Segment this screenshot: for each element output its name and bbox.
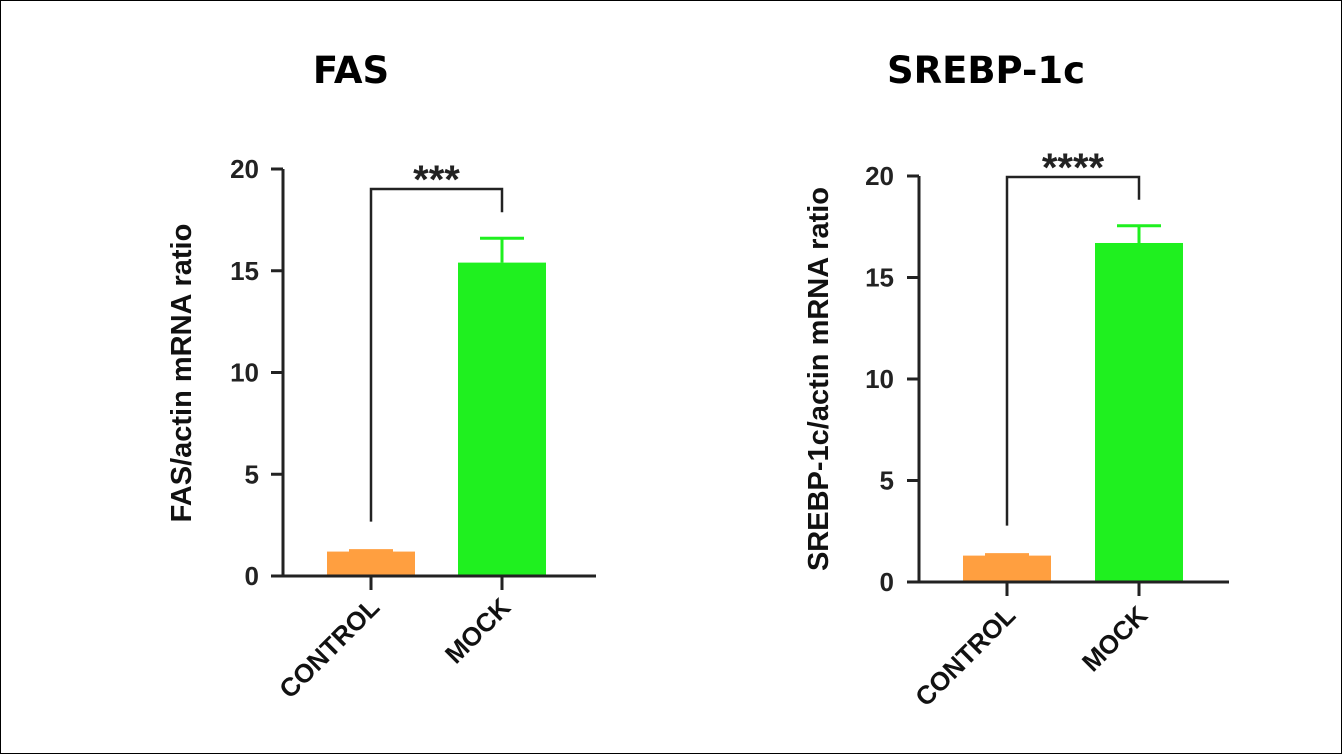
y-axis-label: SREBP-1c/actin mRNA ratio — [803, 187, 835, 571]
significance-stars: *** — [413, 158, 460, 202]
y-tick-label: 10 — [865, 364, 894, 394]
y-tick-label: 10 — [230, 358, 259, 388]
x-category-label: MOCK — [1076, 600, 1154, 678]
y-axis-label: FAS/actin mRNA ratio — [166, 224, 198, 523]
significance-stars: **** — [1042, 146, 1105, 190]
y-tick-label: 0 — [880, 567, 894, 597]
bar-mock — [1095, 242, 1183, 581]
y-tick-label: 0 — [245, 561, 259, 591]
chart-title: SREBP-1c — [887, 49, 1085, 92]
y-tick-label: 5 — [245, 459, 259, 489]
y-tick-label: 15 — [230, 256, 259, 286]
bar-mock — [458, 262, 546, 575]
y-tick-label: 20 — [865, 161, 894, 191]
y-tick-label: 20 — [230, 154, 259, 184]
chart-2: SREBP-1c 0 5 10 15 20 SREBP-1c/actin mRNA rati… — [803, 49, 1229, 712]
x-category-label: MOCK — [439, 592, 517, 670]
chart-title: FAS — [313, 49, 389, 92]
bar-control — [963, 555, 1051, 581]
y-tick-label: 5 — [880, 466, 894, 496]
bar-control — [327, 551, 415, 575]
x-category-label: CONTROL — [273, 592, 385, 704]
chart-1: FAS 0 5 10 15 20 FAS/actin mRNA ratio CONTROL MO… — [166, 49, 596, 704]
significance-bracket — [1005, 175, 1141, 526]
y-tick-label: 15 — [865, 263, 894, 293]
significance-bracket — [369, 187, 504, 522]
x-category-label: CONTROL — [909, 600, 1021, 712]
